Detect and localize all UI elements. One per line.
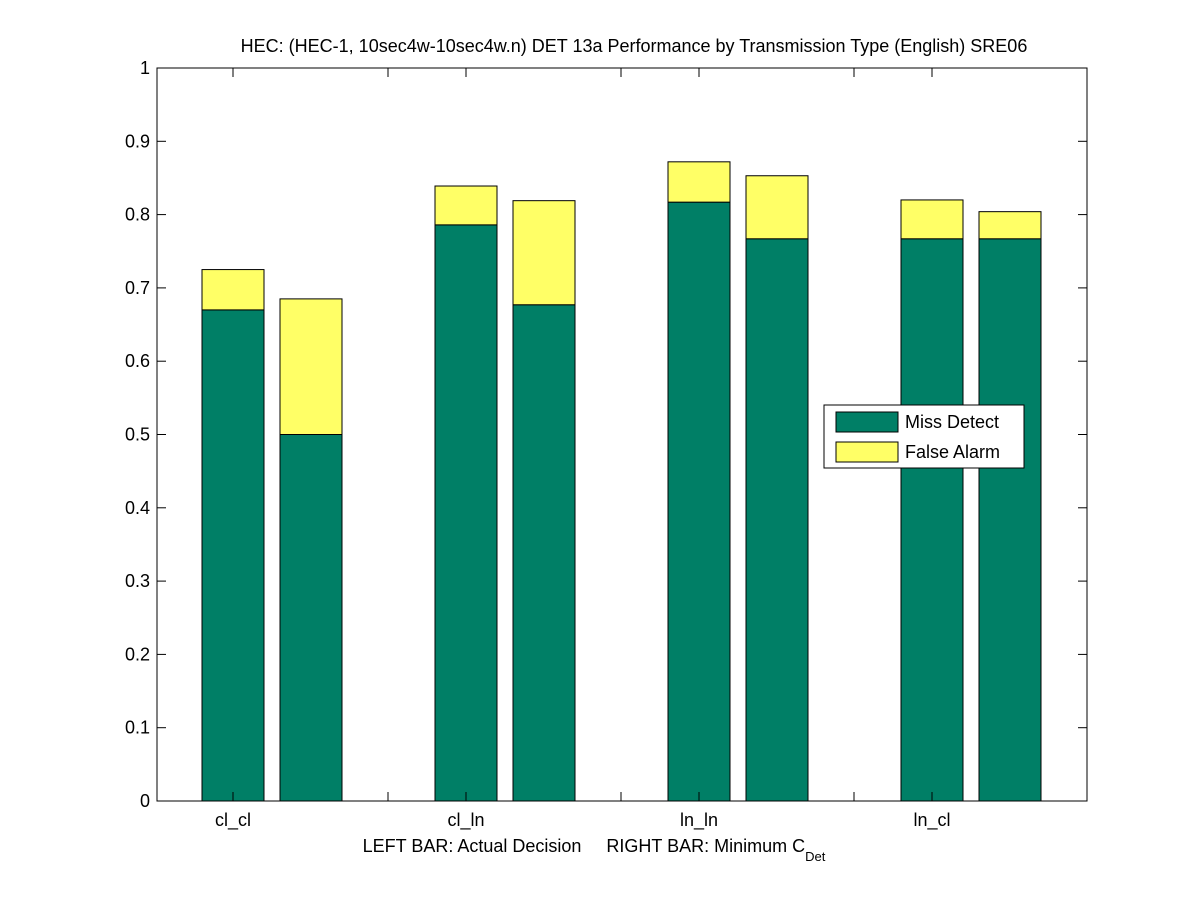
y-tick-label: 0.8	[125, 205, 150, 225]
y-tick-label: 1	[140, 58, 150, 78]
legend-label: False Alarm	[905, 442, 1000, 462]
bar-segment-miss-detect-ln_cl-minimum	[978, 238, 1042, 802]
bars-group	[201, 161, 1042, 802]
x-tick-label-cl_ln: cl_ln	[447, 810, 484, 831]
x-tick-label-ln_ln: ln_ln	[680, 810, 718, 831]
bar-segment-false-alarm-cl_ln-actual	[434, 185, 498, 226]
bar-segment-miss-detect-ln_ln-minimum	[745, 238, 809, 802]
x-axis-label-subscript: Det	[805, 849, 826, 864]
bar-segment-miss-detect-cl_ln-actual	[434, 224, 498, 802]
y-tick-label: 0.5	[125, 425, 150, 445]
legend: Miss Detect False Alarm	[823, 404, 1025, 469]
legend-swatch-false-alarm	[835, 441, 899, 463]
y-tick-label: 0.3	[125, 571, 150, 591]
chart-title: HEC: (HEC-1, 10sec4w-10sec4w.n) DET 13a …	[241, 36, 1028, 56]
y-tick-label: 0.6	[125, 351, 150, 371]
y-tick-label: 0.9	[125, 131, 150, 151]
y-tick-label: 0.2	[125, 644, 150, 664]
bar-segment-false-alarm-cl_cl-actual	[201, 269, 265, 311]
legend-swatch-miss-detect	[835, 411, 899, 433]
bar-segment-miss-detect-cl_cl-minimum	[279, 434, 343, 802]
bar-segment-miss-detect-ln_cl-actual	[900, 238, 964, 802]
bar-segment-false-alarm-ln_ln-minimum	[745, 175, 809, 240]
y-tick-label: 0.4	[125, 498, 150, 518]
bar-segment-miss-detect-cl_ln-minimum	[512, 304, 576, 802]
bar-segment-false-alarm-ln_ln-actual	[667, 161, 731, 203]
y-tick-label: 0.1	[125, 718, 150, 738]
bar-segment-false-alarm-ln_cl-actual	[900, 199, 964, 240]
y-tick-label: 0.7	[125, 278, 150, 298]
bar-segment-miss-detect-ln_ln-actual	[667, 201, 731, 802]
x-axis: cl_cl cl_ln ln_ln ln_cl	[215, 68, 951, 831]
y-tick-label: 0	[140, 791, 150, 811]
x-axis-label-main: LEFT BAR: Actual Decision RIGHT BAR: Min…	[363, 836, 805, 856]
bar-segment-false-alarm-cl_cl-minimum	[279, 298, 343, 435]
bar-segment-miss-detect-cl_cl-actual	[201, 309, 265, 802]
y-axis: 0 0.1 0.2 0.3 0.4 0.5 0.6 0.7 0.8 0.9 1	[125, 58, 1087, 811]
bar-segment-false-alarm-cl_ln-minimum	[512, 200, 576, 306]
bar-segment-false-alarm-ln_cl-minimum	[978, 211, 1042, 240]
x-tick-label-ln_cl: ln_cl	[913, 810, 950, 831]
legend-label: Miss Detect	[905, 412, 999, 432]
x-tick-label-cl_cl: cl_cl	[215, 810, 251, 831]
x-axis-label: LEFT BAR: Actual Decision RIGHT BAR: Min…	[363, 836, 826, 864]
